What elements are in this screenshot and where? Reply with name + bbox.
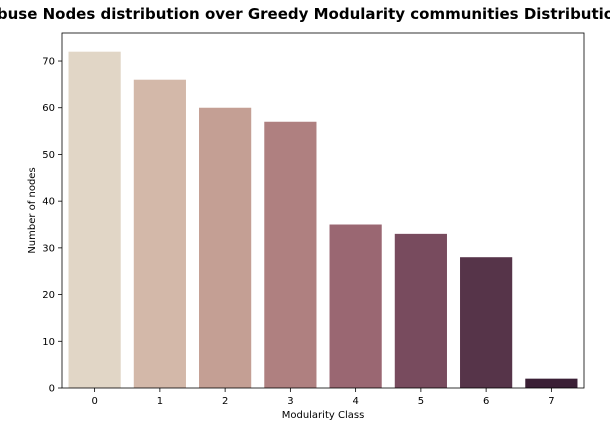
bar-6 <box>460 257 513 388</box>
x-tick-label: 4 <box>352 396 358 407</box>
y-tick-label: 50 <box>42 150 55 161</box>
bar-7 <box>525 378 578 388</box>
x-tick-label: 6 <box>483 396 489 407</box>
bar-3 <box>264 121 317 388</box>
bar-0 <box>68 51 121 389</box>
x-tick-label: 2 <box>222 396 228 407</box>
y-tick-label: 40 <box>42 197 55 208</box>
x-tick-label: 1 <box>157 396 163 407</box>
x-axis-label: Modularity Class <box>282 410 365 421</box>
bars-group <box>68 51 578 389</box>
y-tick-label: 10 <box>42 337 55 348</box>
plot-frame <box>61 32 585 389</box>
y-tick-label: 60 <box>42 103 55 114</box>
bar-5 <box>394 233 447 388</box>
x-tick-label: 7 <box>548 396 554 407</box>
y-tick-label: 30 <box>42 243 55 254</box>
bar-2 <box>199 107 252 388</box>
bar-1 <box>133 79 186 389</box>
y-tick-label: 0 <box>49 384 55 395</box>
y-tick-label: 70 <box>42 57 55 68</box>
y-tick-label: 20 <box>42 290 55 301</box>
y-axis-label: Number of nodes <box>27 167 38 253</box>
x-tick-label: 5 <box>418 396 424 407</box>
bar-4 <box>329 224 382 388</box>
x-axis-ticks: 0 1 2 3 4 5 6 7 <box>91 388 555 407</box>
x-tick-label: 0 <box>91 396 97 407</box>
y-axis-ticks: 0 10 20 30 40 50 60 70 <box>42 57 62 395</box>
x-tick-label: 3 <box>287 396 293 407</box>
chart-title: Abuse Nodes distribution over Greedy Mod… <box>0 5 610 23</box>
